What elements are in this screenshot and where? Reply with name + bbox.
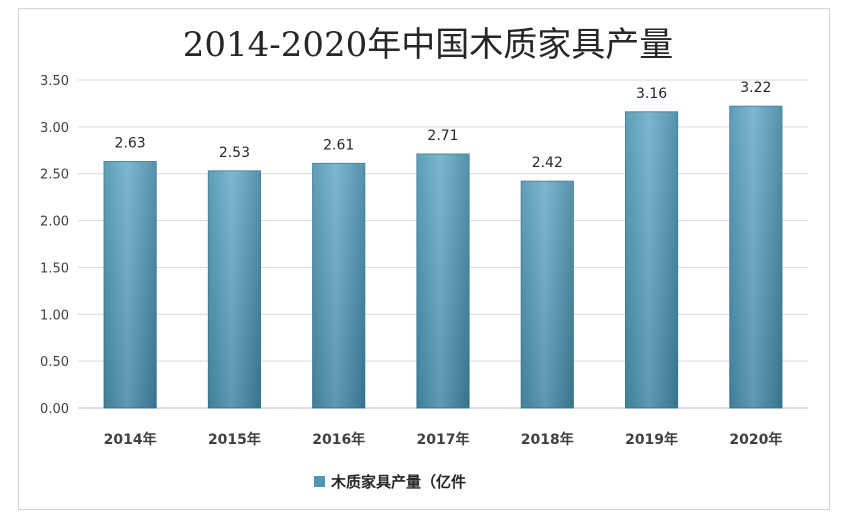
y-tick-label: 3.00 xyxy=(40,121,69,136)
x-tick-label: 2019年 xyxy=(625,431,678,448)
bar-shading xyxy=(416,154,470,408)
x-tick-label: 2015年 xyxy=(208,431,261,448)
y-tick-label: 2.50 xyxy=(40,168,69,183)
legend: 木质家具产量（亿件 xyxy=(314,473,466,491)
legend-label: 木质家具产量（亿件 xyxy=(330,473,466,491)
bar-shading xyxy=(625,111,678,408)
x-tick-label: 2016年 xyxy=(312,431,365,448)
bar-shading xyxy=(729,106,782,409)
data-labels: 2.63 2.53 2.61 2.71 2.42 3.16 3.22 xyxy=(115,80,772,171)
x-tick-label: 2020年 xyxy=(729,431,782,448)
bar-shading xyxy=(312,163,365,408)
data-label: 3.22 xyxy=(740,80,771,96)
bar-shading xyxy=(521,181,574,408)
data-label: 2.71 xyxy=(427,128,458,144)
bar-shading xyxy=(208,170,261,408)
y-tick-label: 2.00 xyxy=(40,215,69,230)
data-label: 2.42 xyxy=(532,155,563,171)
x-tick-label: 2014年 xyxy=(104,431,157,448)
data-label: 2.53 xyxy=(219,145,250,161)
x-axis-ticks: 2014年 2015年 2016年 2017年 2018年 2019年 2020年 xyxy=(104,431,783,448)
legend-swatch xyxy=(314,476,325,487)
chart-title: 2014-2020年中国木质家具产量 xyxy=(183,25,674,65)
x-tick-label: 2018年 xyxy=(521,431,574,448)
y-tick-label: 0.00 xyxy=(40,402,69,417)
data-label: 3.16 xyxy=(636,86,667,102)
bars xyxy=(103,105,783,409)
data-label: 2.63 xyxy=(115,136,146,152)
y-tick-label: 0.50 xyxy=(40,355,69,370)
y-tick-label: 1.00 xyxy=(40,308,69,323)
y-tick-label: 1.50 xyxy=(40,261,69,276)
bar-shading xyxy=(104,161,157,408)
y-axis-ticks: 0.00 0.50 1.00 1.50 2.00 2.50 3.00 3.50 xyxy=(40,74,69,417)
data-label: 2.61 xyxy=(323,137,354,153)
x-tick-label: 2017年 xyxy=(417,431,470,448)
y-tick-label: 3.50 xyxy=(40,74,69,89)
